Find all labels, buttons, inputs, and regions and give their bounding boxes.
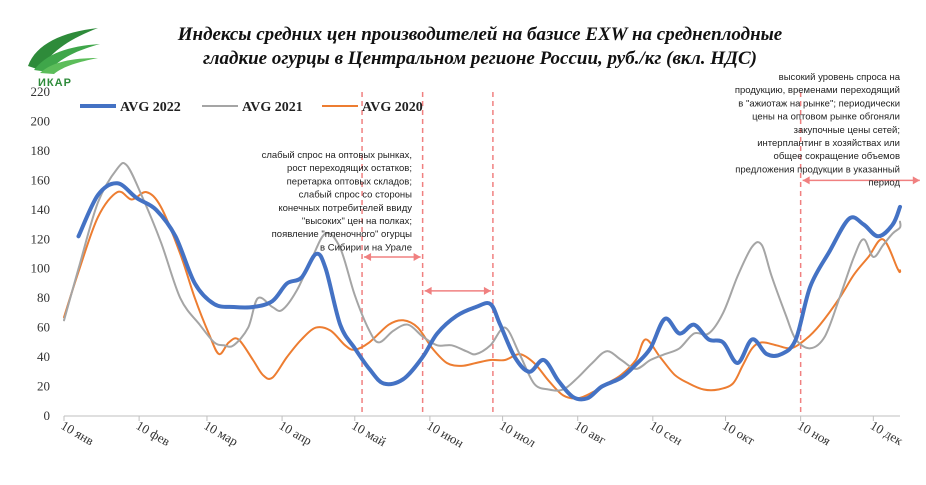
annotation-spring-line: слабый спрос на оптовых рынках, bbox=[262, 150, 412, 161]
y-tick-label: 140 bbox=[31, 202, 51, 217]
arrow-head-icon bbox=[424, 286, 432, 295]
annotation-autumn-line: закупочные цены сетей; bbox=[794, 125, 900, 136]
y-tick-label: 220 bbox=[31, 84, 51, 99]
y-tick-label: 100 bbox=[31, 261, 51, 276]
logo-leaf-icon bbox=[40, 58, 98, 74]
x-tick-label: 10 апр bbox=[277, 418, 315, 449]
annotation-spring-line: рост переходящих остатков; bbox=[287, 163, 412, 174]
logo-text: ИКАР bbox=[38, 77, 72, 89]
x-tick-label: 10 июл bbox=[497, 418, 539, 451]
y-tick-label: 80 bbox=[37, 290, 50, 305]
y-tick-label: 180 bbox=[31, 143, 51, 158]
x-tick-label: 10 окт bbox=[720, 418, 758, 448]
arrow-head-icon bbox=[413, 252, 421, 261]
legend-label-2020: AVG 2020 bbox=[362, 100, 423, 115]
x-tick-label: 10 мар bbox=[201, 418, 240, 449]
annotation-autumn-line: высокий уровень спроса на bbox=[779, 72, 901, 83]
y-tick-label: 60 bbox=[37, 320, 50, 335]
annotation-spring-line: "высоких" цен на полках; bbox=[302, 216, 412, 227]
series-line-avg-2021 bbox=[63, 161, 902, 392]
annotation-autumn-line: в "ажиотаж на рынке"; периодически bbox=[738, 98, 900, 109]
x-tick-label: 10 ноя bbox=[795, 418, 833, 449]
chart-title-line-1: Индексы средних цен производителей на ба… bbox=[177, 24, 783, 45]
x-tick-label: 10 янв bbox=[59, 418, 97, 449]
annotation-autumn-line: период bbox=[868, 178, 900, 189]
x-tick-label: 10 дек bbox=[868, 418, 906, 449]
annotation-spring-line: в Сибири и на Урале bbox=[320, 242, 412, 253]
y-tick-label: 20 bbox=[37, 379, 50, 394]
annotation-spring-line: перетарка оптовых складов; bbox=[287, 176, 412, 187]
x-tick-label: 10 сен bbox=[647, 418, 685, 448]
y-tick-label: 160 bbox=[31, 172, 51, 187]
annotation-spring-line: конечных потребителей ввиду bbox=[278, 203, 412, 214]
y-tick-label: 40 bbox=[37, 349, 50, 364]
logo-leaf-icon bbox=[34, 44, 100, 72]
annotation-spring-line: слабый спрос со стороны bbox=[299, 190, 413, 201]
legend-label-2021: AVG 2021 bbox=[242, 100, 303, 115]
legend: AVG 2022 AVG 2021 AVG 2020 bbox=[80, 100, 423, 115]
y-tick-label: 0 bbox=[44, 408, 51, 423]
series-line-avg-2020 bbox=[63, 190, 902, 400]
y-tick-label: 120 bbox=[31, 231, 51, 246]
y-tick-label: 200 bbox=[31, 113, 51, 128]
annotation-autumn-line: общее сокращение объемов bbox=[774, 151, 900, 162]
arrow-head-icon bbox=[483, 286, 491, 295]
chart-title-line-2: гладкие огурцы в Центральном регионе Рос… bbox=[203, 48, 757, 69]
annotations: слабый спрос на оптовых рынках, рост пере… bbox=[262, 72, 901, 253]
legend-label-2022: AVG 2022 bbox=[120, 100, 181, 115]
arrow-head-icon bbox=[364, 252, 372, 261]
annotation-autumn-line: цены на оптовом рынке обгоняли bbox=[752, 112, 900, 123]
x-tick-label: 10 фев bbox=[134, 418, 173, 449]
series-group bbox=[63, 161, 902, 402]
series-line-avg-2022 bbox=[76, 181, 902, 402]
annotation-autumn-line: предложения продукции в указанный bbox=[735, 164, 900, 175]
x-tick-label: 10 июн bbox=[424, 418, 466, 451]
x-tick-label: 10 авг bbox=[572, 418, 609, 448]
arrow-head-icon bbox=[802, 176, 810, 185]
annotation-spring-line: появление "пленочного" огурцы bbox=[272, 229, 413, 240]
annotation-autumn-line: интерплантинг в хозяйствах или bbox=[757, 138, 900, 149]
annotation-autumn-line: продукцию, временами переходящий bbox=[735, 85, 900, 96]
arrow-head-icon bbox=[912, 176, 920, 185]
ikar-logo: ИКАР bbox=[28, 28, 100, 89]
x-tick-label: 10 май bbox=[349, 418, 389, 450]
